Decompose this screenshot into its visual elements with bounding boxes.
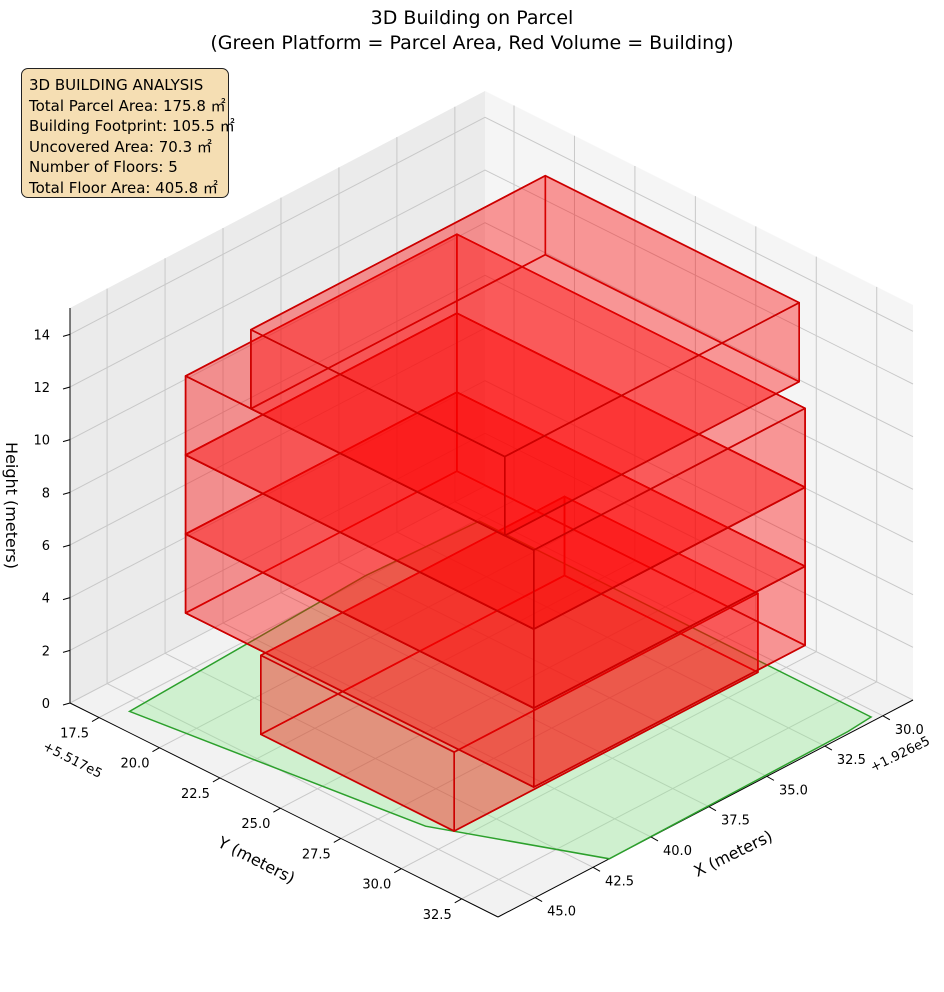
y-tick-mark-4 (333, 837, 342, 843)
floor-5-top-face (250, 174, 801, 458)
info-line-uncovered: Uncovered Area: 70.3 ㎡ (29, 137, 212, 156)
y-axis-label: Y (meters) (214, 832, 298, 887)
right-wall-pane (485, 91, 913, 700)
x-tick-mark-2 (766, 775, 775, 781)
z-grid-5 (69, 222, 914, 441)
x-tick-label-4: 40.0 (663, 844, 692, 859)
z-tick-label-4: 8 (42, 486, 50, 501)
info-line-footprint: Building Footprint: 105.5 ㎡ (29, 117, 235, 135)
x-tick-label-3: 37.5 (721, 814, 750, 829)
y-grid-floor-2 (219, 560, 636, 779)
y-axis-line (69, 702, 499, 918)
info-line-parcel-area: Total Parcel Area: 175.8 ㎡ (29, 96, 226, 115)
x-grid-floor-2 (338, 561, 768, 777)
x-grid-floor-3 (280, 592, 710, 808)
x-tick-label-0: 30.0 (895, 723, 924, 738)
info-box: 3D BUILDING ANALYSIS Total Parcel Area: … (21, 68, 235, 198)
x-grid-floor-1 (396, 531, 826, 747)
x-tick-mark-0 (882, 715, 891, 721)
z-tick-mark-4 (62, 491, 71, 495)
z-tick-label-5: 10 (33, 434, 50, 449)
y-offset-label: +5.517e5 (40, 739, 104, 782)
x-tick-mark-3 (708, 806, 717, 812)
z-tick-label-2: 4 (42, 592, 50, 607)
z-tick-label-1: 2 (42, 644, 50, 659)
x-tick-label-2: 35.0 (779, 783, 808, 798)
z-tick-mark-3 (62, 544, 71, 548)
z-tick-label-3: 6 (42, 539, 50, 554)
z-tick-mark-7 (62, 333, 71, 337)
y-grid-floor-4 (340, 620, 757, 839)
y-grid-floor-6 (461, 681, 877, 900)
left-wall-pane (70, 91, 485, 703)
y-tick-mark-0 (91, 717, 100, 722)
z-tick-mark-6 (62, 386, 71, 390)
parcel-layer (127, 520, 873, 860)
z-tick-mark-5 (62, 439, 71, 443)
y-grid-floor-5 (401, 651, 817, 870)
y-tick-label-3: 25.0 (241, 817, 270, 832)
axis-lines (69, 308, 914, 918)
y-tick-label-0: 17.5 (60, 727, 89, 742)
z-tick-label-6: 12 (33, 381, 50, 396)
y-tick-mark-1 (152, 747, 160, 753)
y-grid-floor-1 (159, 530, 575, 749)
z-grid-2 (69, 380, 914, 599)
y-tick-mark-6 (454, 898, 462, 904)
y-tick-label-5: 30.0 (362, 878, 391, 893)
y-tick-label-4: 27.5 (302, 847, 331, 862)
y-grid-floor-3 (280, 590, 696, 809)
y-tick-mark-2 (212, 777, 221, 783)
z-tick-mark-2 (62, 597, 71, 601)
x-axis-line (497, 699, 914, 918)
info-line-floor-area: Total Floor Area: 405.8 ㎡ (29, 178, 218, 197)
y-tick-label-1: 20.0 (121, 757, 150, 772)
floor-4-top-face (184, 233, 806, 551)
z-axis-label: Height (meters) (2, 442, 21, 569)
z-grid-7 (69, 116, 914, 335)
x-tick-label-6: 45.0 (547, 905, 576, 920)
x-grid-floor-0 (454, 501, 884, 717)
y-tick-mark-5 (394, 868, 402, 874)
x-tick-mark-1 (824, 745, 833, 751)
z-tick-label-0: 0 (42, 697, 50, 712)
parcel-polygon (127, 520, 873, 860)
building-layer (184, 174, 806, 832)
z-grid-4 (69, 274, 914, 493)
x-tick-label-1: 32.5 (837, 753, 866, 768)
chart-title: 3D Building on Parcel (370, 7, 574, 29)
x-grid-floor-5 (164, 652, 594, 868)
info-line-heading: 3D BUILDING ANALYSIS (29, 76, 204, 94)
x-grid-floor-4 (222, 622, 652, 838)
z-tick-mark-0 (62, 702, 71, 706)
y-tick-label-6: 32.5 (423, 908, 452, 923)
chart-subtitle: (Green Platform = Parcel Area, Red Volum… (210, 32, 734, 54)
x-tick-label-5: 42.5 (605, 874, 634, 889)
x-offset-label: +1.926e5 (868, 734, 932, 776)
x-grid-floor-6 (106, 683, 536, 899)
x-tick-mark-4 (650, 836, 659, 842)
tick-layer: 30.0 32.5 35.0 37.5 40.0 42.5 45.0 17.5 20.0 22.5… (33, 328, 923, 923)
z-grid-6 (69, 169, 914, 388)
y-tick-label-2: 22.5 (181, 787, 210, 802)
z-grid-1 (69, 432, 914, 651)
x-tick-mark-6 (534, 897, 543, 903)
info-line-floors: Number of Floors: 5 (29, 158, 178, 176)
x-tick-mark-5 (592, 866, 601, 872)
z-tick-mark-1 (62, 649, 71, 653)
x-axis-label: X (meters) (691, 826, 776, 880)
y-tick-mark-3 (273, 807, 281, 813)
z-tick-label-7: 14 (33, 328, 50, 343)
